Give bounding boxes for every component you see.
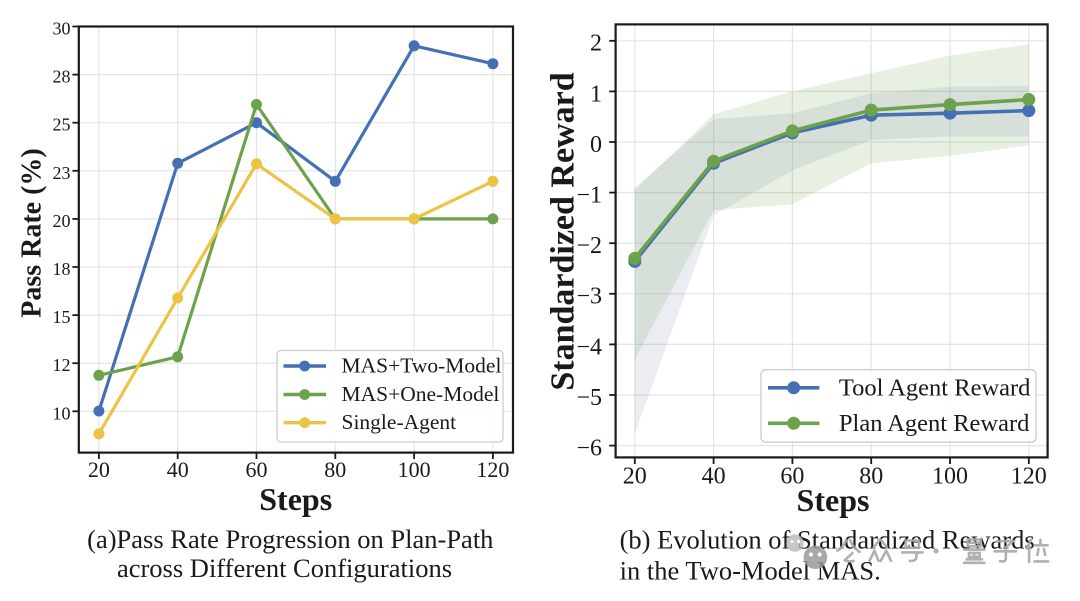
svg-text:60: 60 (780, 464, 804, 490)
svg-text:20: 20 (53, 211, 71, 231)
svg-text:15: 15 (53, 307, 71, 327)
svg-text:120: 120 (476, 457, 509, 482)
svg-text:Steps: Steps (797, 482, 870, 518)
svg-text:−6: −6 (576, 436, 602, 462)
svg-text:80: 80 (324, 457, 346, 482)
svg-text:Pass Rate (%): Pass Rate (%) (17, 148, 48, 318)
svg-text:80: 80 (859, 464, 883, 490)
svg-text:Single-Agent: Single-Agent (342, 410, 457, 434)
svg-text:(a)Pass Rate Progression on Pl: (a)Pass Rate Progression on Plan-Path (87, 524, 493, 554)
svg-text:across Different Configuration: across Different Configurations (117, 553, 452, 583)
svg-text:30: 30 (53, 19, 71, 39)
svg-text:18: 18 (53, 259, 71, 279)
svg-text:20: 20 (88, 457, 110, 482)
svg-text:Plan Agent Reward: Plan Agent Reward (839, 410, 1030, 437)
svg-text:60: 60 (246, 457, 268, 482)
svg-text:0: 0 (590, 132, 602, 158)
svg-text:−5: −5 (576, 385, 602, 411)
svg-text:23: 23 (53, 163, 71, 183)
svg-text:−3: −3 (576, 284, 602, 310)
svg-text:20: 20 (623, 464, 647, 490)
svg-text:28: 28 (53, 67, 71, 87)
svg-text:−1: −1 (576, 183, 602, 209)
svg-text:MAS+One-Model: MAS+One-Model (342, 382, 500, 406)
svg-text:100: 100 (398, 457, 431, 482)
svg-text:Steps: Steps (259, 481, 332, 517)
svg-text:25: 25 (53, 115, 71, 135)
svg-text:−4: −4 (576, 334, 602, 360)
svg-text:−2: −2 (576, 233, 602, 259)
svg-text:Tool Agent Reward: Tool Agent Reward (839, 374, 1031, 401)
svg-text:40: 40 (702, 464, 726, 490)
svg-text:100: 100 (932, 464, 968, 490)
svg-text:MAS+Two-Model: MAS+Two-Model (342, 354, 502, 378)
svg-text:40: 40 (167, 457, 189, 482)
svg-text:120: 120 (1011, 464, 1047, 490)
svg-text:2: 2 (590, 31, 602, 57)
svg-text:Standardized Reward: Standardized Reward (545, 72, 582, 390)
svg-text:12: 12 (53, 355, 71, 375)
svg-text:in the Two-Model MAS.: in the Two-Model MAS. (620, 556, 881, 586)
svg-text:10: 10 (53, 403, 71, 423)
svg-text:1: 1 (590, 81, 602, 107)
